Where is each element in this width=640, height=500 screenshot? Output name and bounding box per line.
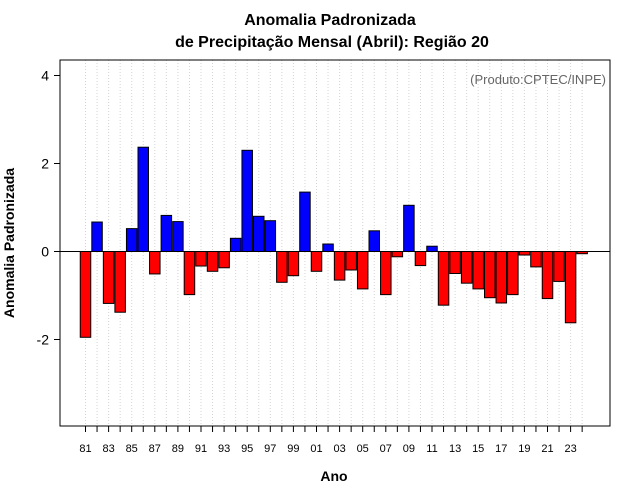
x-tick-label: 87 — [149, 443, 161, 455]
x-axis: 81 83 85 87 89 91 93 95 97 99 01 03 05 07 09 11 13 15 17 19… — [79, 426, 583, 455]
x-tick-label: 93 — [218, 443, 230, 455]
bar-13 — [449, 251, 461, 274]
bar-07 — [380, 251, 392, 296]
x-tick-label: 23 — [564, 443, 576, 455]
bar-18 — [507, 251, 519, 296]
x-tick-label: 85 — [126, 443, 138, 455]
bar-83 — [102, 251, 115, 304]
bar-09 — [403, 204, 415, 253]
bar-98 — [276, 251, 288, 283]
bar-85 — [125, 228, 138, 252]
bar-86 — [137, 146, 149, 252]
plot-frame — [59, 59, 611, 427]
x-tick-label: 91 — [195, 443, 207, 455]
x-tick-label: 19 — [518, 443, 530, 455]
x-tick-label: 07 — [380, 443, 392, 455]
bar-23 — [564, 251, 577, 324]
bars — [79, 146, 588, 338]
bar-95 — [241, 149, 253, 252]
bar-90 — [183, 251, 196, 296]
bar-84 — [114, 251, 126, 313]
y-tick-label: -2 — [37, 332, 50, 348]
bar-91 — [195, 251, 207, 267]
y-axis: -2 0 2 4 — [37, 68, 60, 348]
bar-81 — [79, 251, 92, 338]
x-tick-label: 89 — [172, 443, 184, 455]
bar-21 — [541, 251, 554, 300]
x-tick-label: 99 — [287, 443, 299, 455]
x-tick-label: 09 — [403, 443, 415, 455]
x-tick-label: 21 — [541, 443, 553, 455]
x-tick-label: 13 — [449, 443, 461, 455]
x-tick-label: 05 — [357, 443, 369, 455]
bar-94 — [229, 237, 242, 253]
x-tick-label: 83 — [102, 443, 114, 455]
grid — [85, 60, 583, 426]
bar-89 — [172, 221, 184, 253]
bar-00 — [299, 191, 311, 253]
bar-10 — [414, 251, 427, 267]
chart-subtitle: de Precipitação Mensal (Abril): Região 2… — [175, 34, 489, 51]
x-tick-label: 01 — [310, 443, 322, 455]
y-axis-label: Anomalia Padronizada — [1, 168, 17, 318]
chart-title: Anomalia Padronizada — [244, 12, 416, 29]
x-tick-label: 17 — [495, 443, 507, 455]
x-tick-label: 95 — [241, 443, 253, 455]
y-tick-label: 4 — [41, 68, 49, 84]
bar-15 — [472, 251, 484, 290]
bar-99 — [287, 251, 300, 277]
bar-88 — [160, 214, 173, 252]
x-tick-label: 81 — [79, 443, 91, 455]
bar-12 — [437, 251, 450, 306]
bar-11 — [426, 245, 438, 253]
x-tick-label: 15 — [472, 443, 484, 455]
bar-20 — [530, 251, 542, 268]
bar-22 — [553, 251, 565, 282]
bar-02 — [322, 243, 334, 253]
x-tick-label: 03 — [333, 443, 345, 455]
bar-92 — [206, 251, 219, 272]
y-tick-label: 0 — [41, 244, 49, 260]
bar-05 — [356, 251, 369, 290]
x-tick-label: 11 — [426, 443, 437, 455]
bar-01 — [310, 251, 323, 272]
x-axis-label: Ano — [320, 468, 347, 484]
bar-16 — [484, 251, 496, 299]
x-tick-label: 97 — [264, 443, 276, 455]
bar-19 — [518, 251, 531, 256]
bar-96 — [253, 215, 265, 253]
bar-97 — [264, 220, 277, 252]
y-tick-label: 2 — [41, 156, 49, 172]
bar-93 — [218, 251, 230, 269]
bar-17 — [495, 251, 508, 304]
bar-82 — [91, 221, 103, 253]
bar-06 — [368, 230, 380, 253]
bar-87 — [149, 251, 161, 275]
bar-03 — [333, 251, 346, 281]
bar-08 — [391, 251, 404, 258]
bar-14 — [460, 251, 473, 284]
bar-04 — [345, 251, 357, 271]
product-annotation: (Produto:CPTEC/INPE) — [470, 72, 606, 87]
